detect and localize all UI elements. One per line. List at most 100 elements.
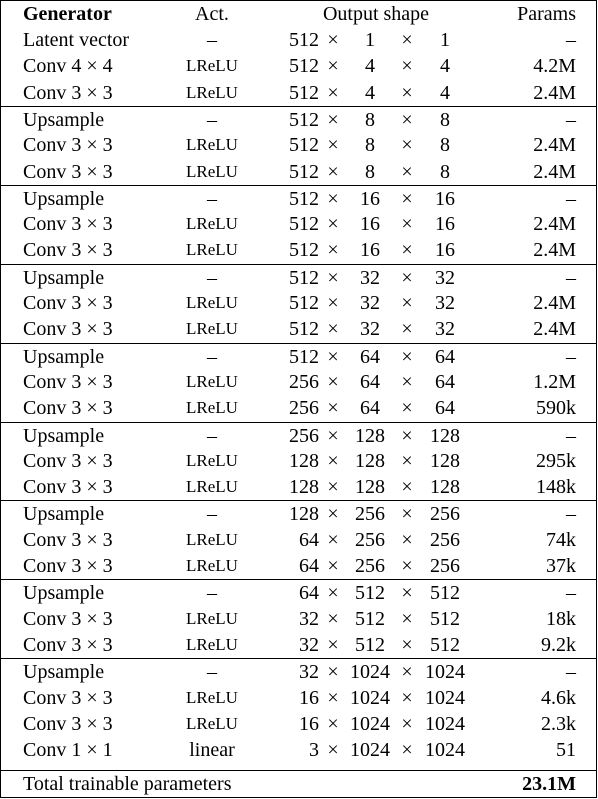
output-channels: 256	[289, 425, 319, 447]
param-count: 2.4M	[533, 134, 576, 156]
activation: –	[207, 346, 217, 368]
times-symbol: ×	[401, 213, 413, 235]
times-symbol: ×	[401, 608, 413, 630]
output-channels: 512	[289, 292, 319, 314]
times-symbol: ×	[327, 713, 339, 735]
output-channels: 512	[289, 318, 319, 340]
output-channels: 512	[289, 134, 319, 156]
times-symbol: ×	[401, 29, 413, 51]
activation: LReLU	[186, 135, 238, 154]
output-width: 32	[435, 318, 455, 340]
output-width: 8	[440, 161, 450, 183]
times-symbol: ×	[327, 82, 339, 104]
table-row: Conv 3 × 3 LReLU 32 × 512 × 512 9.2k	[1, 632, 596, 658]
output-width: 128	[430, 476, 460, 498]
output-width: 64	[435, 397, 455, 419]
activation: LReLU	[186, 83, 238, 102]
output-width: 16	[435, 188, 455, 210]
output-height: 1024	[350, 713, 390, 735]
activation: LReLU	[186, 214, 238, 233]
param-count: 2.3k	[541, 713, 576, 735]
output-channels: 128	[289, 503, 319, 525]
table-row: Conv 4 × 4 LReLU 512 × 4 × 4 4.2M	[1, 53, 596, 79]
times-symbol: ×	[327, 476, 339, 498]
output-channels: 64	[299, 555, 319, 577]
layer-name: Upsample	[23, 661, 105, 683]
param-count: 590k	[536, 397, 576, 419]
output-width: 512	[430, 608, 460, 630]
layer-name: Conv 3 × 3	[23, 555, 113, 577]
table-row: Upsample – 512 × 16 × 16 –	[1, 185, 596, 212]
times-symbol: ×	[401, 134, 413, 156]
times-symbol: ×	[401, 346, 413, 368]
table-header-row: Generator Act. Output shape Params	[1, 1, 596, 27]
layer-name: Conv 3 × 3	[23, 292, 113, 314]
output-channels: 256	[289, 397, 319, 419]
times-symbol: ×	[401, 503, 413, 525]
activation: LReLU	[186, 56, 238, 75]
param-count: 2.4M	[533, 213, 576, 235]
times-symbol: ×	[327, 555, 339, 577]
output-width: 1024	[425, 661, 465, 683]
layer-name: Conv 3 × 3	[23, 713, 113, 735]
times-symbol: ×	[327, 687, 339, 709]
times-symbol: ×	[401, 267, 413, 289]
param-count: 295k	[536, 450, 576, 472]
times-symbol: ×	[327, 239, 339, 261]
table-row: Upsample – 512 × 8 × 8 –	[1, 106, 596, 133]
layer-name: Conv 3 × 3	[23, 476, 113, 498]
times-symbol: ×	[401, 661, 413, 683]
table-row: Conv 3 × 3 LReLU 128 × 128 × 128 295k	[1, 448, 596, 474]
output-channels: 128	[289, 450, 319, 472]
layer-name: Conv 3 × 3	[23, 687, 113, 709]
table-row: Conv 3 × 3 LReLU 512 × 32 × 32 2.4M	[1, 316, 596, 342]
output-height: 1024	[350, 739, 390, 761]
output-width: 1	[440, 29, 450, 51]
activation: –	[207, 109, 217, 131]
activation: LReLU	[186, 609, 238, 628]
table-row: Conv 3 × 3 LReLU 256 × 64 × 64 1.2M	[1, 369, 596, 395]
times-symbol: ×	[401, 55, 413, 77]
times-symbol: ×	[401, 713, 413, 735]
times-symbol: ×	[327, 582, 339, 604]
output-width: 1024	[425, 739, 465, 761]
activation: LReLU	[186, 530, 238, 549]
output-height: 512	[355, 582, 385, 604]
output-width: 1024	[425, 713, 465, 735]
param-count: –	[566, 29, 576, 51]
output-width: 64	[435, 371, 455, 393]
times-symbol: ×	[327, 318, 339, 340]
layer-name: Conv 3 × 3	[23, 371, 113, 393]
param-count: –	[566, 425, 576, 447]
output-height: 16	[360, 188, 380, 210]
times-symbol: ×	[327, 109, 339, 131]
layer-name: Conv 3 × 3	[23, 529, 113, 551]
activation: –	[207, 425, 217, 447]
output-height: 32	[360, 267, 380, 289]
layer-name: Conv 3 × 3	[23, 318, 113, 340]
output-width: 512	[430, 582, 460, 604]
table-row: Conv 3 × 3 LReLU 128 × 128 × 128 148k	[1, 474, 596, 500]
layer-name: Upsample	[23, 425, 105, 447]
table-row: Upsample – 512 × 64 × 64 –	[1, 343, 596, 370]
layer-name: Conv 3 × 3	[23, 397, 113, 419]
output-channels: 512	[289, 55, 319, 77]
activation: –	[207, 503, 217, 525]
times-symbol: ×	[401, 371, 413, 393]
times-symbol: ×	[401, 450, 413, 472]
activation: –	[207, 267, 217, 289]
activation: LReLU	[186, 477, 238, 496]
layer-name: Upsample	[23, 582, 105, 604]
times-symbol: ×	[401, 397, 413, 419]
output-width: 32	[435, 267, 455, 289]
param-count: –	[566, 661, 576, 683]
output-width: 256	[430, 503, 460, 525]
times-symbol: ×	[401, 555, 413, 577]
times-symbol: ×	[327, 529, 339, 551]
output-width: 128	[430, 425, 460, 447]
total-row: Total trainable parameters 23.1M	[1, 770, 596, 797]
layer-name: Upsample	[23, 109, 105, 131]
output-width: 32	[435, 292, 455, 314]
layer-name: Upsample	[23, 188, 105, 210]
times-symbol: ×	[327, 425, 339, 447]
